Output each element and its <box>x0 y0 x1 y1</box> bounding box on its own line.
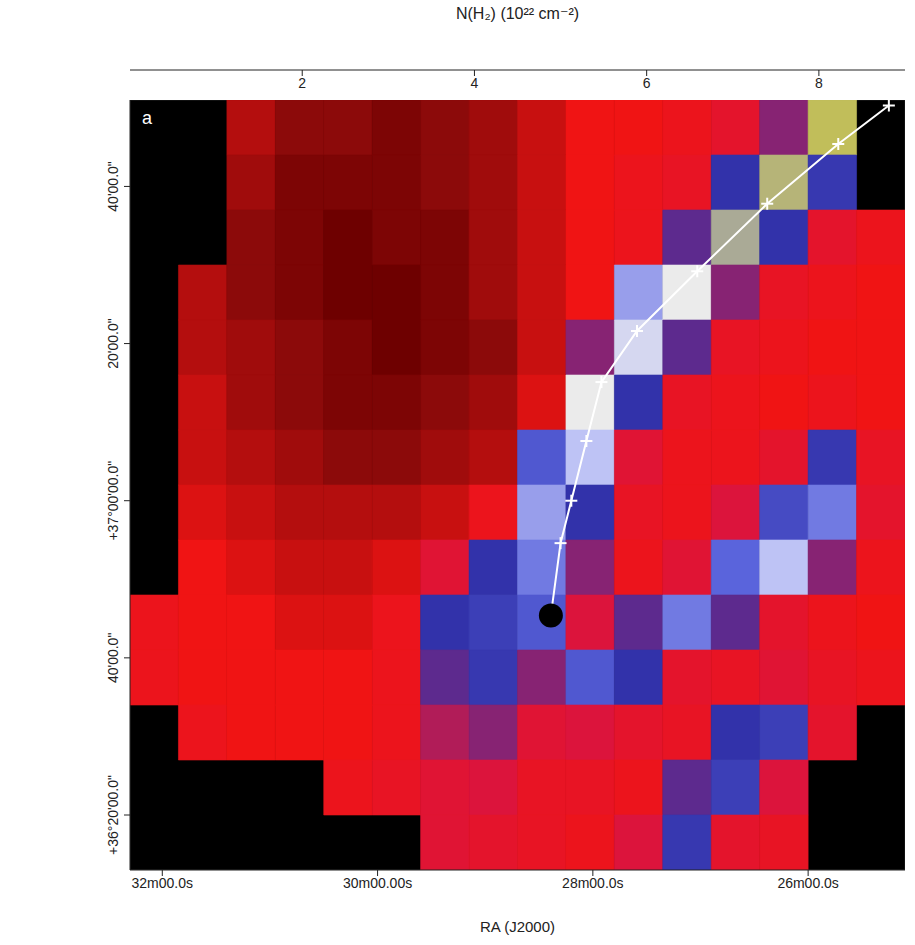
svg-text:40'00.0": 40'00.0" <box>105 161 121 211</box>
svg-text:40'00.0": 40'00.0" <box>105 633 121 683</box>
svg-text:26m00.0s: 26m00.0s <box>777 875 838 891</box>
svg-text:8: 8 <box>815 75 823 91</box>
svg-text:28m00.0s: 28m00.0s <box>562 875 623 891</box>
svg-text:30m00.00s: 30m00.00s <box>343 875 412 891</box>
svg-text:6: 6 <box>643 75 651 91</box>
svg-text:4: 4 <box>471 75 479 91</box>
svg-text:32m00.0s: 32m00.0s <box>132 875 193 891</box>
svg-text:20'00.0": 20'00.0" <box>105 318 121 368</box>
svg-text:2: 2 <box>298 75 306 91</box>
svg-text:+36°20'00.0": +36°20'00.0" <box>105 775 121 855</box>
svg-text:+37°00'00.0": +37°00'00.0" <box>105 461 121 541</box>
svg-text:RA (J2000): RA (J2000) <box>480 918 555 935</box>
html-text:N(H₂) (10²² cm⁻²): N(H₂) (10²² cm⁻²) <box>456 5 579 22</box>
html-text:a: a <box>142 108 152 128</box>
